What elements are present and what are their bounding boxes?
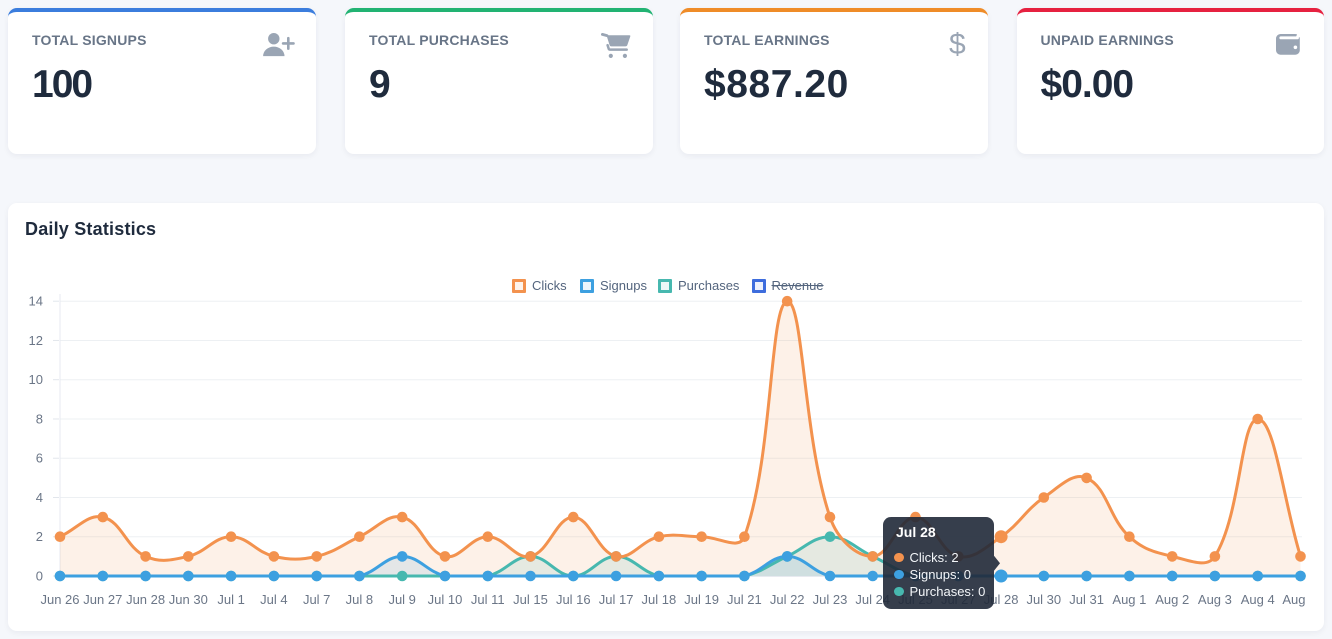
svg-text:Jul 15: Jul 15 (513, 592, 548, 607)
svg-text:Jul 10: Jul 10 (428, 592, 463, 607)
svg-text:Jun 26: Jun 26 (40, 592, 79, 607)
svg-text:Jul 8: Jul 8 (346, 592, 373, 607)
svg-text:Aug 4: Aug 4 (1241, 592, 1275, 607)
svg-text:Aug 3: Aug 3 (1198, 592, 1232, 607)
svg-text:14: 14 (29, 294, 43, 309)
svg-text:Aug 1: Aug 1 (1112, 592, 1146, 607)
svg-text:Aug 2: Aug 2 (1155, 592, 1189, 607)
svg-text:Jul 23: Jul 23 (813, 592, 848, 607)
svg-text:Jul 4: Jul 4 (260, 592, 287, 607)
svg-text:Aug: Aug (1282, 592, 1305, 607)
svg-text:4: 4 (36, 490, 43, 505)
svg-text:Jul 19: Jul 19 (684, 592, 719, 607)
svg-text:10: 10 (29, 372, 43, 387)
svg-text:Jul 16: Jul 16 (556, 592, 591, 607)
svg-text:Jun 30: Jun 30 (169, 592, 208, 607)
svg-text:12: 12 (29, 333, 43, 348)
svg-text:Jul 1: Jul 1 (217, 592, 244, 607)
svg-text:Jul 9: Jul 9 (388, 592, 415, 607)
svg-text:Jul 31: Jul 31 (1069, 592, 1104, 607)
svg-text:Jun 28: Jun 28 (126, 592, 165, 607)
svg-text:Jul 24: Jul 24 (855, 592, 890, 607)
svg-text:6: 6 (36, 451, 43, 466)
svg-text:Jul 11: Jul 11 (471, 592, 505, 607)
svg-text:Jul 22: Jul 22 (770, 592, 805, 607)
svg-text:2: 2 (36, 529, 43, 544)
svg-text:Jul 30: Jul 30 (1026, 592, 1061, 607)
svg-text:Jul 17: Jul 17 (599, 592, 634, 607)
svg-text:Jul 21: Jul 21 (727, 592, 762, 607)
svg-text:Jul 7: Jul 7 (303, 592, 330, 607)
svg-text:8: 8 (36, 412, 43, 427)
svg-text:Jul 18: Jul 18 (642, 592, 677, 607)
svg-text:0: 0 (36, 569, 43, 584)
svg-text:Jun 27: Jun 27 (83, 592, 122, 607)
